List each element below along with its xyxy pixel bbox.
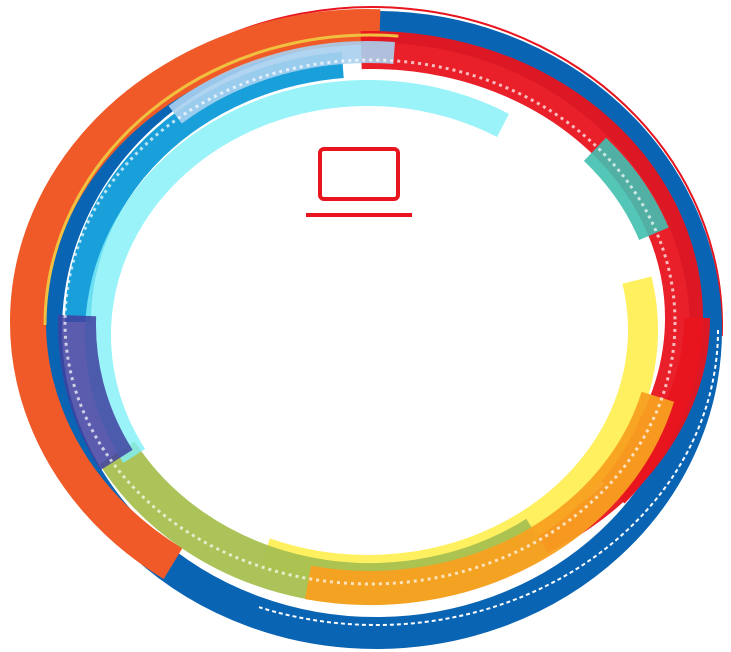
orange-red-arc: [10, 9, 381, 580]
rings: [10, 6, 723, 649]
light-blue-arc: [65, 52, 344, 323]
cyan-arc: [85, 80, 509, 464]
thin-yellow-line: [43, 33, 399, 326]
dotted-white-ring: [63, 58, 677, 586]
laptop-screen-icon: [318, 147, 400, 201]
pale-blue-arc: [168, 41, 396, 124]
white-dashed-line: [258, 329, 719, 626]
orange-arc: [304, 391, 675, 605]
purple-arc: [58, 314, 133, 471]
teal-arc: [583, 137, 669, 241]
